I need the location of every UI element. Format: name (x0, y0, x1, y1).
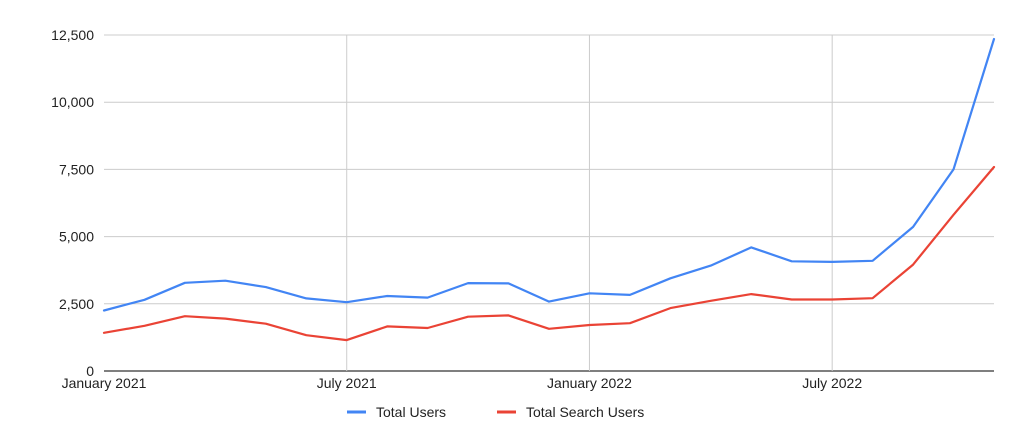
data-point-total-search-users[interactable] (182, 313, 188, 319)
chart-legend[interactable]: Total Users Total Search Users (347, 404, 644, 420)
data-point-total-users[interactable] (910, 224, 916, 230)
data-point-total-search-users[interactable] (789, 296, 795, 302)
y-axis-tick-labels: 0 2,500 5,000 7,500 10,000 12,500 (51, 27, 94, 379)
data-point-total-search-users[interactable] (627, 320, 633, 326)
data-point-total-users[interactable] (991, 36, 997, 42)
data-point-total-search-users[interactable] (546, 326, 552, 332)
data-point-total-users[interactable] (465, 280, 471, 286)
x-tick-label: January 2021 (62, 375, 147, 391)
data-point-total-users[interactable] (708, 263, 714, 269)
chart-series (101, 36, 997, 343)
data-point-total-users[interactable] (586, 290, 592, 296)
data-point-total-users[interactable] (667, 275, 673, 281)
data-point-total-users[interactable] (829, 259, 835, 265)
data-point-total-search-users[interactable] (506, 312, 512, 318)
y-tick-label: 0 (86, 363, 94, 379)
data-point-total-users[interactable] (222, 278, 228, 284)
data-point-total-users[interactable] (344, 299, 350, 305)
data-point-total-search-users[interactable] (141, 323, 147, 329)
data-point-total-search-users[interactable] (465, 314, 471, 320)
y-tick-label: 12,500 (51, 27, 94, 43)
data-point-total-users[interactable] (870, 258, 876, 264)
data-point-total-users[interactable] (748, 244, 754, 250)
series-line-total-search-users[interactable] (102, 165, 996, 342)
data-point-total-users[interactable] (101, 308, 107, 314)
legend-label-total-users[interactable]: Total Users (376, 404, 446, 420)
data-point-total-search-users[interactable] (829, 296, 835, 302)
data-point-total-users[interactable] (425, 295, 431, 301)
data-point-total-users[interactable] (263, 284, 269, 290)
data-point-total-search-users[interactable] (222, 316, 228, 322)
data-point-total-users[interactable] (627, 292, 633, 298)
data-point-total-search-users[interactable] (870, 295, 876, 301)
data-point-total-users[interactable] (546, 299, 552, 305)
chart-grid (104, 34, 994, 372)
y-tick-label: 5,000 (59, 229, 94, 245)
data-point-total-search-users[interactable] (425, 325, 431, 331)
data-point-total-users[interactable] (384, 293, 390, 299)
data-point-total-search-users[interactable] (586, 322, 592, 328)
data-point-total-search-users[interactable] (101, 330, 107, 336)
x-tick-label: January 2022 (547, 375, 632, 391)
data-point-total-users[interactable] (789, 258, 795, 264)
y-tick-label: 2,500 (59, 296, 94, 312)
series-line-total-users[interactable] (102, 37, 996, 312)
data-point-total-search-users[interactable] (748, 291, 754, 297)
x-tick-label: July 2022 (802, 375, 862, 391)
data-point-total-search-users[interactable] (263, 321, 269, 327)
data-point-total-search-users[interactable] (951, 212, 957, 218)
x-axis-tick-labels: January 2021 July 2021 January 2022 July 20… (62, 375, 863, 391)
data-point-total-search-users[interactable] (991, 164, 997, 170)
data-point-total-search-users[interactable] (303, 332, 309, 338)
data-point-total-search-users[interactable] (667, 305, 673, 311)
data-point-total-users[interactable] (141, 297, 147, 303)
data-point-total-search-users[interactable] (910, 262, 916, 268)
data-point-total-search-users[interactable] (384, 323, 390, 329)
y-tick-label: 10,000 (51, 94, 94, 110)
legend-label-total-search-users[interactable]: Total Search Users (526, 404, 644, 420)
x-tick-label: July 2021 (317, 375, 377, 391)
data-point-total-users[interactable] (182, 280, 188, 286)
data-point-total-users[interactable] (951, 166, 957, 172)
data-point-total-users[interactable] (303, 295, 309, 301)
data-point-total-search-users[interactable] (708, 298, 714, 304)
y-tick-label: 7,500 (59, 161, 94, 177)
data-point-total-users[interactable] (506, 280, 512, 286)
data-point-total-search-users[interactable] (344, 337, 350, 343)
